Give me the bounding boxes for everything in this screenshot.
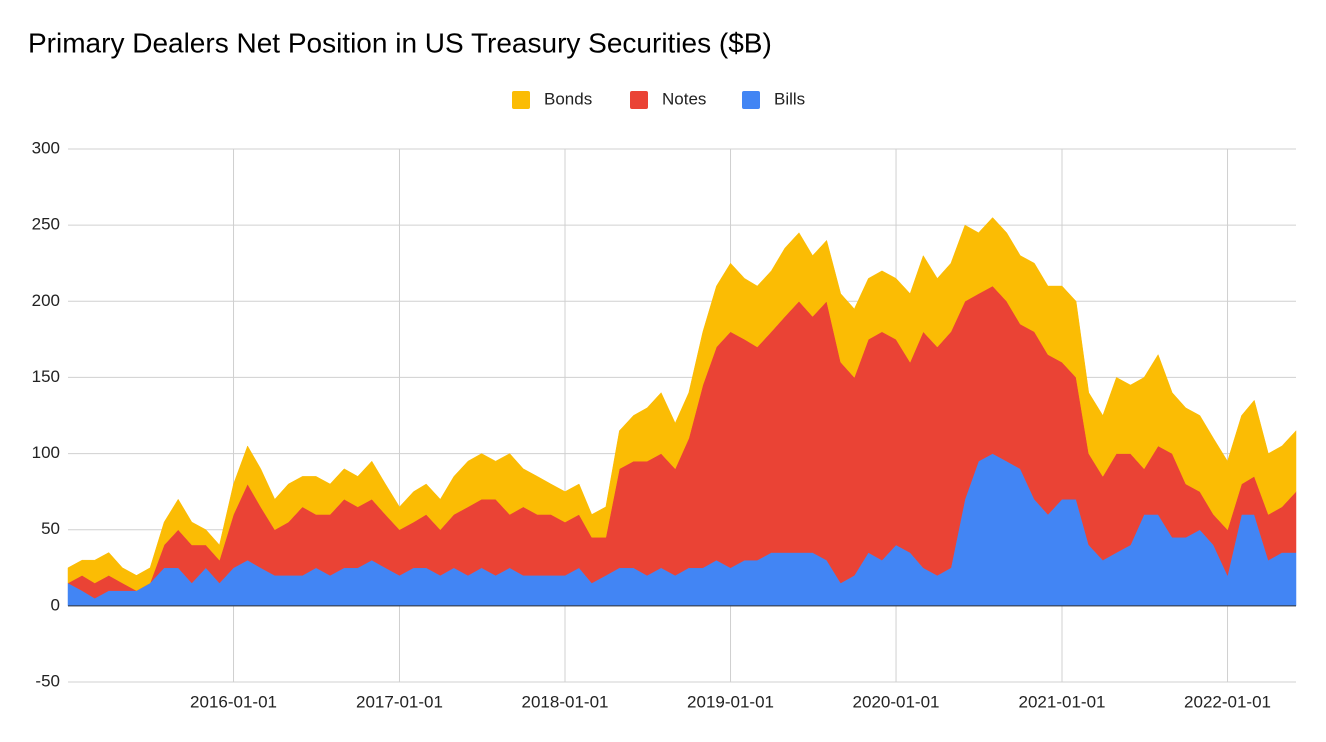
y-tick-label: 250	[32, 215, 60, 234]
x-tick-label: 2021-01-01	[1019, 692, 1106, 711]
legend-swatch	[512, 91, 530, 109]
legend-swatch	[742, 91, 760, 109]
y-tick-label: 200	[32, 291, 60, 310]
chart-title: Primary Dealers Net Position in US Treas…	[28, 27, 772, 58]
legend-label: Bonds	[544, 89, 592, 108]
x-tick-label: 2016-01-01	[190, 692, 277, 711]
y-tick-label: 300	[32, 138, 60, 157]
y-tick-label: 100	[32, 443, 60, 462]
x-tick-label: 2020-01-01	[853, 692, 940, 711]
y-tick-label: 0	[51, 595, 60, 614]
x-tick-label: 2017-01-01	[356, 692, 443, 711]
legend-swatch	[630, 91, 648, 109]
y-tick-label: 150	[32, 367, 60, 386]
x-tick-label: 2018-01-01	[522, 692, 609, 711]
legend-label: Bills	[774, 89, 805, 108]
y-tick-label: -50	[35, 671, 60, 690]
y-tick-label: 50	[41, 519, 60, 538]
legend-label: Notes	[662, 89, 706, 108]
x-tick-label: 2019-01-01	[687, 692, 774, 711]
area	[67, 217, 1297, 591]
x-tick-label: 2022-01-01	[1184, 692, 1271, 711]
